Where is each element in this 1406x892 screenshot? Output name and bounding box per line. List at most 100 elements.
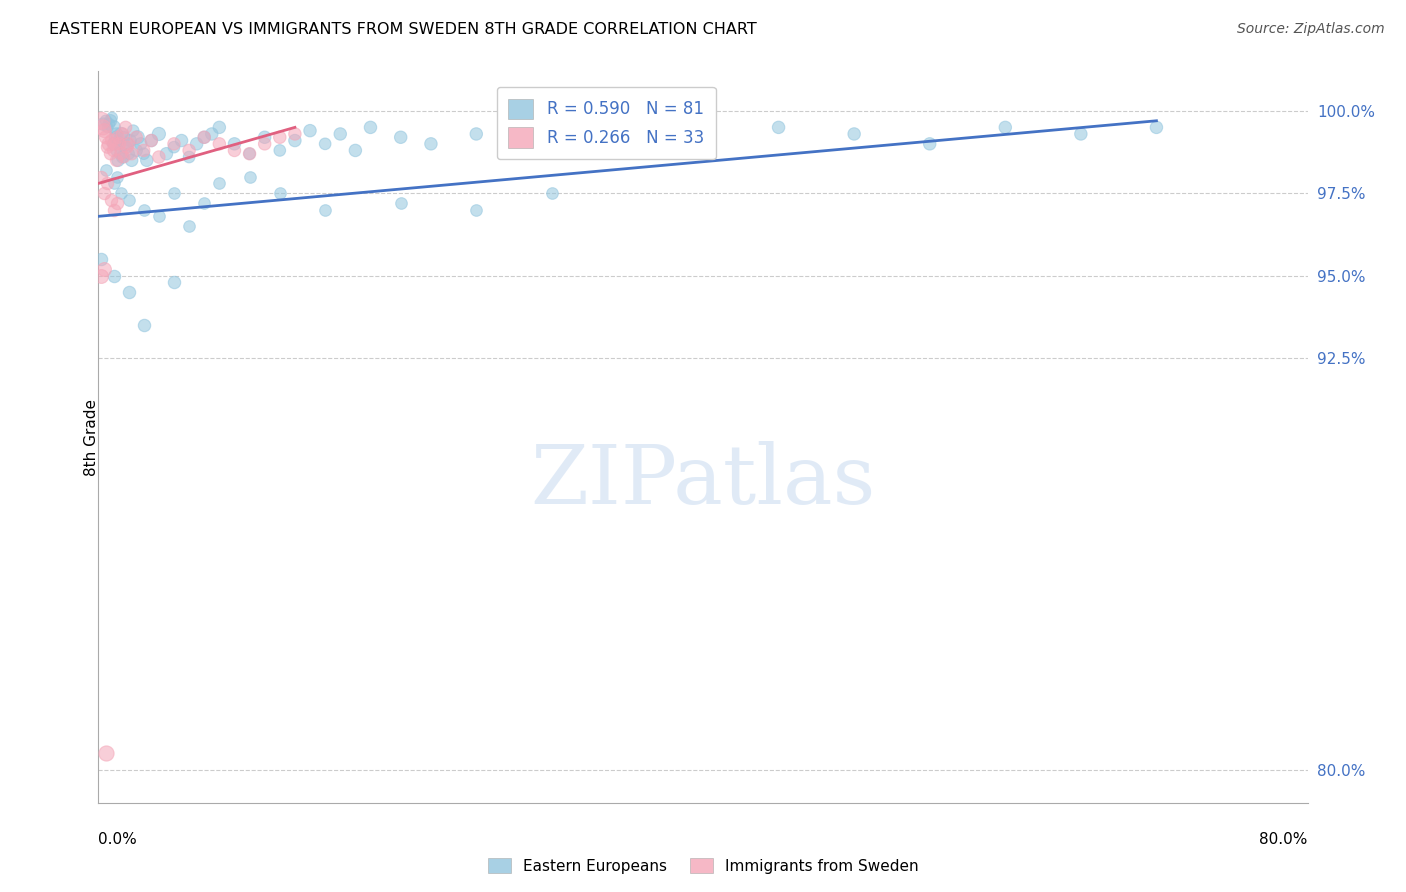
Point [118, 193, 141, 207]
Point [103, 177, 125, 191]
Point [253, 130, 276, 145]
Point [98, 117, 121, 131]
Point [179, 150, 201, 164]
Point [104, 130, 127, 145]
Point [616, 127, 638, 141]
Point [103, 120, 125, 135]
Point [193, 196, 215, 211]
Point [224, 144, 246, 158]
Point [122, 123, 145, 137]
Point [314, 202, 336, 217]
Point [1070, 127, 1092, 141]
Point [108, 136, 131, 151]
Point [994, 120, 1017, 135]
Point [132, 202, 155, 217]
Point [540, 186, 562, 201]
Legend: R = 0.590   N = 81, R = 0.266   N = 33: R = 0.590 N = 81, R = 0.266 N = 33 [496, 87, 716, 160]
Point [96, 177, 118, 191]
Point [768, 120, 790, 135]
Point [239, 169, 262, 184]
Point [110, 127, 132, 141]
Point [101, 134, 124, 148]
Point [389, 196, 412, 211]
Point [90, 113, 112, 128]
Text: 80.0%: 80.0% [1260, 832, 1308, 847]
Point [135, 153, 157, 168]
Point [111, 150, 134, 164]
Point [90, 252, 112, 267]
Point [105, 127, 128, 141]
Y-axis label: 8th Grade: 8th Grade [84, 399, 98, 475]
Point [224, 136, 246, 151]
Point [103, 202, 125, 217]
Point [121, 153, 143, 168]
Point [299, 123, 322, 137]
Point [253, 136, 276, 151]
Point [132, 318, 155, 332]
Point [844, 127, 866, 141]
Point [360, 120, 382, 135]
Point [208, 177, 231, 191]
Point [141, 134, 163, 148]
Point [163, 136, 186, 151]
Point [193, 130, 215, 145]
Point [208, 120, 231, 135]
Point [239, 146, 262, 161]
Point [98, 136, 121, 151]
Point [208, 136, 231, 151]
Point [104, 136, 127, 151]
Point [105, 144, 128, 158]
Point [103, 268, 125, 283]
Point [118, 285, 141, 299]
Point [692, 130, 714, 145]
Point [91, 117, 114, 131]
Point [269, 144, 291, 158]
Point [110, 146, 132, 161]
Point [179, 219, 201, 234]
Point [90, 169, 112, 184]
Point [111, 127, 134, 141]
Point [112, 150, 135, 164]
Point [269, 186, 291, 201]
Point [132, 146, 155, 161]
Point [129, 136, 152, 151]
Point [118, 136, 141, 151]
Point [389, 130, 412, 145]
Point [344, 144, 367, 158]
Point [105, 196, 128, 211]
Point [540, 130, 562, 145]
Point [100, 146, 122, 161]
Point [96, 120, 118, 135]
Point [100, 113, 122, 128]
Point [93, 186, 115, 201]
Point [107, 134, 129, 148]
Point [103, 144, 125, 158]
Point [155, 146, 177, 161]
Point [314, 136, 336, 151]
Point [93, 262, 115, 277]
Point [201, 127, 224, 141]
Legend: Eastern Europeans, Immigrants from Sweden: Eastern Europeans, Immigrants from Swede… [481, 852, 925, 880]
Point [120, 134, 142, 148]
Point [163, 140, 186, 154]
Point [193, 130, 215, 145]
Point [125, 144, 148, 158]
Point [114, 140, 136, 154]
Point [93, 123, 115, 137]
Point [465, 202, 488, 217]
Point [107, 153, 129, 168]
Point [179, 144, 201, 158]
Point [94, 747, 117, 761]
Point [107, 130, 129, 145]
Text: ZIPatlas: ZIPatlas [530, 441, 876, 521]
Point [121, 146, 143, 161]
Point [918, 136, 941, 151]
Point [465, 127, 488, 141]
Point [94, 113, 117, 128]
Point [510, 120, 533, 135]
Point [100, 193, 122, 207]
Point [132, 144, 155, 158]
Point [239, 146, 262, 161]
Point [125, 130, 148, 145]
Point [94, 163, 117, 178]
